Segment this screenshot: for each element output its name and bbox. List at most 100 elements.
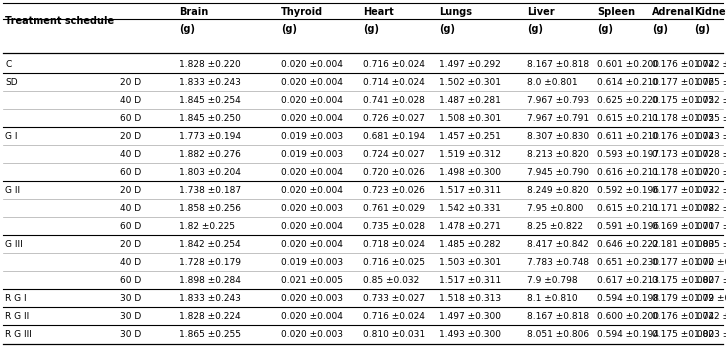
Text: 0.592 ±0.196: 0.592 ±0.196 — [597, 186, 659, 195]
Text: 0.720 ±0.026: 0.720 ±0.026 — [363, 169, 425, 177]
Text: 20 D: 20 D — [120, 186, 141, 195]
Text: 0.177 ±0.002: 0.177 ±0.002 — [652, 186, 714, 195]
Text: 1.498 ±0.300: 1.498 ±0.300 — [439, 169, 501, 177]
Text: 1.765 ±0.261: 1.765 ±0.261 — [694, 79, 726, 87]
Text: (g): (g) — [363, 24, 379, 34]
Text: 0.724 ±0.027: 0.724 ±0.027 — [363, 150, 425, 159]
Text: Spleen: Spleen — [597, 7, 635, 17]
Text: 0.85 ±0.032: 0.85 ±0.032 — [363, 276, 419, 285]
Text: 0.761 ±0.029: 0.761 ±0.029 — [363, 205, 425, 213]
Text: 1.803 ±0.204: 1.803 ±0.204 — [179, 169, 241, 177]
Text: 1.828 ±0.224: 1.828 ±0.224 — [179, 312, 240, 321]
Text: (g): (g) — [694, 24, 710, 34]
Text: 0.178 ±0.002: 0.178 ±0.002 — [652, 114, 714, 124]
Text: 1.882 ±0.276: 1.882 ±0.276 — [179, 150, 241, 159]
Text: 0.718 ±0.024: 0.718 ±0.024 — [363, 240, 425, 250]
Text: (g): (g) — [652, 24, 668, 34]
Text: Treatment schedule: Treatment schedule — [5, 16, 114, 26]
Text: (g): (g) — [281, 24, 297, 34]
Text: G II: G II — [5, 186, 20, 195]
Text: 1.898 ±0.284: 1.898 ±0.284 — [179, 276, 241, 285]
Text: 0.741 ±0.028: 0.741 ±0.028 — [363, 96, 425, 105]
Text: 0.733 ±0.027: 0.733 ±0.027 — [363, 295, 425, 303]
Text: 0.594 ±0.194: 0.594 ±0.194 — [597, 330, 659, 340]
Text: 1.742 ±0.241: 1.742 ±0.241 — [694, 312, 726, 321]
Text: Thyroid: Thyroid — [281, 7, 323, 17]
Text: 0.171 ±0.002: 0.171 ±0.002 — [652, 205, 714, 213]
Text: 1.82 ±0.225: 1.82 ±0.225 — [179, 222, 235, 231]
Text: 0.020 ±0.004: 0.020 ±0.004 — [281, 186, 343, 195]
Text: 1.519 ±0.312: 1.519 ±0.312 — [439, 150, 501, 159]
Text: R G I: R G I — [5, 295, 27, 303]
Text: 0.615 ±0.211: 0.615 ±0.211 — [597, 114, 659, 124]
Text: 8.249 ±0.820: 8.249 ±0.820 — [527, 186, 589, 195]
Text: 7.783 ±0.748: 7.783 ±0.748 — [527, 258, 589, 267]
Text: 1.497 ±0.300: 1.497 ±0.300 — [439, 312, 501, 321]
Text: 20 D: 20 D — [120, 132, 141, 141]
Text: 1.79 ±0.280: 1.79 ±0.280 — [694, 295, 726, 303]
Text: 1.728 ±0.227: 1.728 ±0.227 — [694, 150, 726, 159]
Text: 0.714 ±0.024: 0.714 ±0.024 — [363, 79, 425, 87]
Text: 40 D: 40 D — [120, 205, 141, 213]
Text: 0.617 ±0.213: 0.617 ±0.213 — [597, 276, 659, 285]
Text: 1.508 ±0.301: 1.508 ±0.301 — [439, 114, 501, 124]
Text: 1.517 ±0.311: 1.517 ±0.311 — [439, 276, 501, 285]
Text: 0.020 ±0.004: 0.020 ±0.004 — [281, 222, 343, 231]
Text: 0.594 ±0.198: 0.594 ±0.198 — [597, 295, 659, 303]
Text: 0.175 ±0.002: 0.175 ±0.002 — [652, 276, 714, 285]
Text: 1.803 ±0.307: 1.803 ±0.307 — [694, 330, 726, 340]
Text: R G III: R G III — [5, 330, 32, 340]
Text: R G II: R G II — [5, 312, 29, 321]
Text: G III: G III — [5, 240, 23, 250]
Text: 0.716 ±0.025: 0.716 ±0.025 — [363, 258, 425, 267]
Text: 8.25 ±0.822: 8.25 ±0.822 — [527, 222, 583, 231]
Text: 8.213 ±0.820: 8.213 ±0.820 — [527, 150, 589, 159]
Text: 0.614 ±0.210: 0.614 ±0.210 — [597, 79, 659, 87]
Text: 1.497 ±0.292: 1.497 ±0.292 — [439, 60, 501, 69]
Text: 8.307 ±0.830: 8.307 ±0.830 — [527, 132, 589, 141]
Text: 1.485 ±0.282: 1.485 ±0.282 — [439, 240, 501, 250]
Text: 60 D: 60 D — [120, 222, 142, 231]
Text: C: C — [5, 60, 11, 69]
Text: 40 D: 40 D — [120, 150, 141, 159]
Text: 1.752 ±0.251: 1.752 ±0.251 — [694, 96, 726, 105]
Text: 0.735 ±0.028: 0.735 ±0.028 — [363, 222, 425, 231]
Text: 1.502 ±0.301: 1.502 ±0.301 — [439, 79, 501, 87]
Text: 1.805 ±0.306: 1.805 ±0.306 — [694, 240, 726, 250]
Text: 0.020 ±0.003: 0.020 ±0.003 — [281, 330, 343, 340]
Text: 0.611 ±0.210: 0.611 ±0.210 — [597, 132, 659, 141]
Text: 0.020 ±0.004: 0.020 ±0.004 — [281, 96, 343, 105]
Text: (g): (g) — [179, 24, 195, 34]
Text: 0.176 ±0.002: 0.176 ±0.002 — [652, 132, 714, 141]
Text: 1.478 ±0.271: 1.478 ±0.271 — [439, 222, 501, 231]
Text: 1.732 ±0.231: 1.732 ±0.231 — [694, 186, 726, 195]
Text: 1.493 ±0.300: 1.493 ±0.300 — [439, 330, 501, 340]
Text: 0.176 ±0.002: 0.176 ±0.002 — [652, 60, 714, 69]
Text: 60 D: 60 D — [120, 276, 142, 285]
Text: 1.865 ±0.255: 1.865 ±0.255 — [179, 330, 241, 340]
Text: 0.020 ±0.004: 0.020 ±0.004 — [281, 114, 343, 124]
Text: 0.716 ±0.024: 0.716 ±0.024 — [363, 312, 425, 321]
Text: 20 D: 20 D — [120, 79, 141, 87]
Text: 0.021 ±0.005: 0.021 ±0.005 — [281, 276, 343, 285]
Text: 1.457 ±0.251: 1.457 ±0.251 — [439, 132, 501, 141]
Text: 8.1 ±0.810: 8.1 ±0.810 — [527, 295, 578, 303]
Text: 0.020 ±0.003: 0.020 ±0.003 — [281, 205, 343, 213]
Text: 1.742 ±0.240: 1.742 ±0.240 — [694, 60, 726, 69]
Text: 0.173 ±0.002: 0.173 ±0.002 — [652, 150, 714, 159]
Text: 0.175 ±0.002: 0.175 ±0.002 — [652, 330, 714, 340]
Text: 1.70 ±0.201: 1.70 ±0.201 — [694, 258, 726, 267]
Text: 8.0 ±0.801: 8.0 ±0.801 — [527, 79, 578, 87]
Text: 8.167 ±0.818: 8.167 ±0.818 — [527, 60, 589, 69]
Text: 0.181 ±0.003: 0.181 ±0.003 — [652, 240, 714, 250]
Text: 0.593 ±0.197: 0.593 ±0.197 — [597, 150, 659, 159]
Text: 7.95 ±0.800: 7.95 ±0.800 — [527, 205, 584, 213]
Text: 0.591 ±0.196: 0.591 ±0.196 — [597, 222, 659, 231]
Text: Brain: Brain — [179, 7, 208, 17]
Text: 8.167 ±0.818: 8.167 ±0.818 — [527, 312, 589, 321]
Text: 1.728 ±0.179: 1.728 ±0.179 — [179, 258, 241, 267]
Text: Kidney: Kidney — [694, 7, 726, 17]
Text: 1.503 ±0.301: 1.503 ±0.301 — [439, 258, 501, 267]
Text: 0.019 ±0.003: 0.019 ±0.003 — [281, 150, 343, 159]
Text: Lungs: Lungs — [439, 7, 472, 17]
